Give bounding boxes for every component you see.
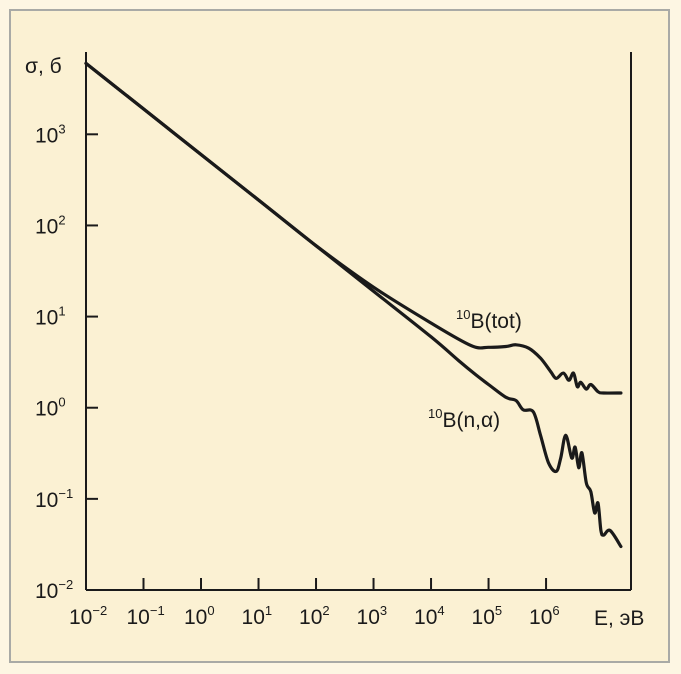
y-tick-label-base-1: 10 <box>35 489 58 512</box>
y-tick-label-2: 100 <box>35 395 66 421</box>
x-tick-label-exp-5: 3 <box>380 603 387 618</box>
x-tick-label-7: 105 <box>472 603 503 629</box>
x-tick-label-8: 106 <box>529 603 560 629</box>
x-tick-label-base-5: 10 <box>357 606 380 629</box>
x-tick-label-exp-6: 4 <box>437 603 444 618</box>
x-tick-label-1: 10−1 <box>127 603 165 629</box>
x-tick-label-base-7: 10 <box>472 606 495 629</box>
series-line-1 <box>84 61 623 549</box>
x-tick-label-exp-2: 0 <box>207 603 214 618</box>
series-label-n-alpha-name: B(n,α) <box>442 409 500 432</box>
axes <box>85 52 632 591</box>
series-label-tot-name: B(tot) <box>470 310 521 333</box>
y-tick-label-0: 10−2 <box>35 577 73 603</box>
x-tick-label-exp-8: 6 <box>552 603 559 618</box>
x-tick-label-5: 103 <box>357 603 388 629</box>
x-tick-label-exp-3: 1 <box>265 603 272 618</box>
x-tick-label-base-2: 10 <box>184 606 207 629</box>
y-tick-label-exp-2: 0 <box>58 395 65 410</box>
y-axis-title: σ, б <box>25 55 62 78</box>
y-tick-label-base-0: 10 <box>35 580 58 603</box>
chart-frame <box>9 9 670 663</box>
x-tick-label-3: 101 <box>242 603 273 629</box>
series-lines <box>84 61 623 549</box>
x-axis-title: E, эВ <box>594 607 644 630</box>
y-tick-label-exp-3: 1 <box>58 304 65 319</box>
x-tick-label-exp-4: 2 <box>322 603 329 618</box>
x-tick-label-base-8: 10 <box>529 606 552 629</box>
series-label-tot: 10B(tot) <box>456 307 522 333</box>
y-tick-label-exp-5: 3 <box>58 121 65 136</box>
x-tick-label-base-0: 10 <box>69 606 92 629</box>
x-tick-label-4: 102 <box>299 603 330 629</box>
x-tick-label-exp-7: 5 <box>495 603 502 618</box>
y-tick-label-exp-4: 2 <box>58 212 65 227</box>
y-tick-label-base-5: 10 <box>35 124 58 147</box>
x-tick-label-base-1: 10 <box>127 606 150 629</box>
x-tick-label-6: 104 <box>414 603 445 629</box>
x-tick-label-exp-0: −2 <box>92 603 107 618</box>
series-label-n-alpha: 10B(n,α) <box>428 406 500 432</box>
y-tick-label-5: 103 <box>35 121 66 147</box>
tick-marks <box>85 133 548 591</box>
y-tick-label-exp-1: −1 <box>58 486 73 501</box>
x-tick-label-2: 100 <box>184 603 215 629</box>
y-tick-label-base-4: 10 <box>35 215 58 238</box>
x-tick-label-0: 10−2 <box>69 603 107 629</box>
series-line-0 <box>84 61 623 395</box>
x-tick-label-base-3: 10 <box>242 606 265 629</box>
series-label-n-alpha-prefix: 10 <box>428 406 442 421</box>
x-tick-label-base-6: 10 <box>414 606 437 629</box>
y-tick-label-1: 10−1 <box>35 486 73 512</box>
x-tick-label-exp-1: −1 <box>150 603 165 618</box>
x-tick-label-base-4: 10 <box>299 606 322 629</box>
y-tick-label-exp-0: −2 <box>58 577 73 592</box>
tick-labels: 10−2 10−1 100 101 102 103 104 105 10610−210−1100… <box>35 121 560 629</box>
y-tick-label-3: 101 <box>35 304 66 330</box>
y-tick-label-base-3: 10 <box>35 307 58 330</box>
y-tick-label-base-2: 10 <box>35 398 58 421</box>
series-label-tot-prefix: 10 <box>456 307 470 322</box>
y-tick-label-4: 102 <box>35 212 66 238</box>
